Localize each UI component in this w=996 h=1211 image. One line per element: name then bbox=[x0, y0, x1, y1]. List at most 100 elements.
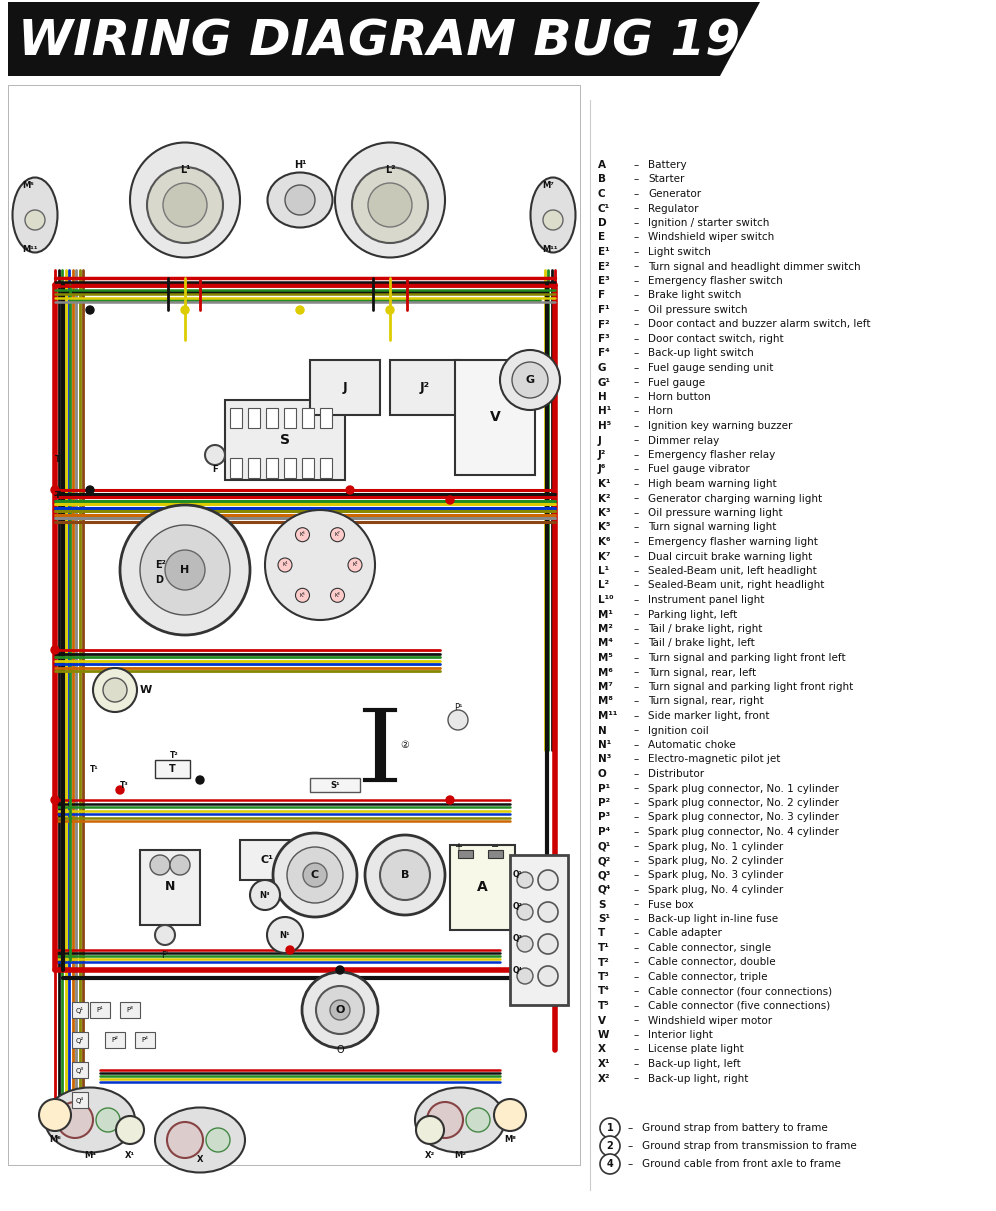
Text: –: – bbox=[633, 682, 638, 691]
Text: E³: E³ bbox=[598, 276, 610, 286]
Circle shape bbox=[538, 902, 558, 922]
Text: S¹: S¹ bbox=[598, 914, 610, 924]
Bar bbox=[248, 458, 260, 478]
Text: J: J bbox=[598, 436, 602, 446]
Text: B: B bbox=[598, 174, 606, 184]
Circle shape bbox=[116, 1117, 144, 1144]
Text: Ignition / starter switch: Ignition / starter switch bbox=[648, 218, 769, 228]
Ellipse shape bbox=[155, 1108, 245, 1172]
Text: Spark plug connector, No. 3 cylinder: Spark plug connector, No. 3 cylinder bbox=[648, 813, 839, 822]
Text: M⁶: M⁶ bbox=[49, 1136, 61, 1144]
Circle shape bbox=[285, 185, 315, 216]
Circle shape bbox=[206, 1127, 230, 1152]
Bar bbox=[390, 360, 460, 415]
Text: T⁴: T⁴ bbox=[598, 987, 610, 997]
Circle shape bbox=[250, 880, 280, 909]
Text: H: H bbox=[180, 566, 189, 575]
Bar bbox=[248, 408, 260, 427]
Circle shape bbox=[155, 925, 175, 945]
Text: S: S bbox=[598, 900, 606, 909]
Bar bbox=[302, 458, 314, 478]
Circle shape bbox=[167, 1123, 203, 1158]
Text: –: – bbox=[633, 885, 638, 895]
Text: H: H bbox=[598, 392, 607, 402]
Text: M¹¹: M¹¹ bbox=[22, 246, 38, 254]
Circle shape bbox=[448, 710, 468, 730]
Circle shape bbox=[25, 210, 45, 230]
Text: T²: T² bbox=[55, 455, 65, 465]
Circle shape bbox=[296, 306, 304, 314]
Text: –: – bbox=[633, 580, 638, 591]
Text: WIRING DIAGRAM BUG 1968: WIRING DIAGRAM BUG 1968 bbox=[18, 17, 810, 65]
Text: –: – bbox=[633, 624, 638, 635]
Text: F¹: F¹ bbox=[598, 305, 610, 315]
Circle shape bbox=[150, 855, 170, 876]
Text: D: D bbox=[155, 575, 163, 585]
Text: Turn signal and headlight dimmer switch: Turn signal and headlight dimmer switch bbox=[648, 262, 861, 271]
Text: L²: L² bbox=[384, 165, 395, 176]
Text: –: – bbox=[633, 929, 638, 939]
Text: F: F bbox=[212, 465, 218, 475]
Text: Cable connector, double: Cable connector, double bbox=[648, 958, 776, 968]
Text: High beam warning light: High beam warning light bbox=[648, 480, 777, 489]
Circle shape bbox=[140, 526, 230, 615]
Bar bbox=[140, 850, 200, 925]
Text: T²: T² bbox=[598, 958, 610, 968]
Circle shape bbox=[538, 934, 558, 954]
Text: –: – bbox=[633, 378, 638, 388]
Text: –: – bbox=[633, 653, 638, 662]
Text: –: – bbox=[633, 943, 638, 953]
Text: K⁶: K⁶ bbox=[300, 532, 306, 538]
Text: –: – bbox=[633, 871, 638, 880]
Text: Generator: Generator bbox=[648, 189, 701, 199]
Text: Spark plug, No. 4 cylinder: Spark plug, No. 4 cylinder bbox=[648, 885, 783, 895]
Bar bbox=[320, 458, 332, 478]
Text: Ground cable from front axle to frame: Ground cable from front axle to frame bbox=[642, 1159, 841, 1169]
Text: Horn button: Horn button bbox=[648, 392, 711, 402]
Text: M¹¹: M¹¹ bbox=[542, 246, 558, 254]
Bar bbox=[320, 408, 332, 427]
Text: Emergency flasher warning light: Emergency flasher warning light bbox=[648, 536, 818, 547]
Text: –: – bbox=[633, 972, 638, 982]
Text: Cable connector, single: Cable connector, single bbox=[648, 943, 771, 953]
Text: E²: E² bbox=[155, 559, 166, 570]
Bar bbox=[266, 458, 278, 478]
Polygon shape bbox=[8, 2, 760, 76]
Text: Emergency flasher relay: Emergency flasher relay bbox=[648, 450, 775, 460]
Text: –: – bbox=[633, 320, 638, 329]
Text: –: – bbox=[633, 711, 638, 721]
Text: P²: P² bbox=[598, 798, 611, 808]
Text: B: B bbox=[400, 869, 409, 880]
Text: –: – bbox=[633, 1058, 638, 1069]
Circle shape bbox=[600, 1154, 620, 1173]
Text: A: A bbox=[598, 160, 606, 170]
Bar bbox=[120, 1001, 140, 1018]
Text: T²: T² bbox=[170, 751, 178, 759]
Text: –: – bbox=[633, 407, 638, 417]
Text: Back-up light switch: Back-up light switch bbox=[648, 349, 754, 358]
Circle shape bbox=[287, 846, 343, 903]
Text: –: – bbox=[633, 595, 638, 606]
Ellipse shape bbox=[531, 178, 576, 253]
Text: –: – bbox=[633, 725, 638, 735]
Circle shape bbox=[120, 505, 250, 635]
Text: A: A bbox=[477, 880, 487, 894]
Circle shape bbox=[265, 510, 375, 620]
Circle shape bbox=[600, 1136, 620, 1157]
Circle shape bbox=[303, 863, 327, 886]
Text: Q⁴: Q⁴ bbox=[513, 966, 523, 976]
Text: Spark plug connector, No. 2 cylinder: Spark plug connector, No. 2 cylinder bbox=[648, 798, 839, 808]
Bar bbox=[72, 1092, 88, 1108]
Text: J²: J² bbox=[598, 450, 607, 460]
Circle shape bbox=[543, 210, 563, 230]
Bar bbox=[155, 761, 190, 777]
Text: E²: E² bbox=[598, 262, 610, 271]
Bar bbox=[488, 850, 503, 859]
Text: K⁷: K⁷ bbox=[598, 551, 611, 562]
Text: P²: P² bbox=[112, 1037, 119, 1043]
Circle shape bbox=[512, 362, 548, 398]
Circle shape bbox=[170, 855, 190, 876]
Bar bbox=[230, 408, 242, 427]
Text: T⁵: T⁵ bbox=[598, 1001, 610, 1011]
Text: Distributor: Distributor bbox=[648, 769, 704, 779]
